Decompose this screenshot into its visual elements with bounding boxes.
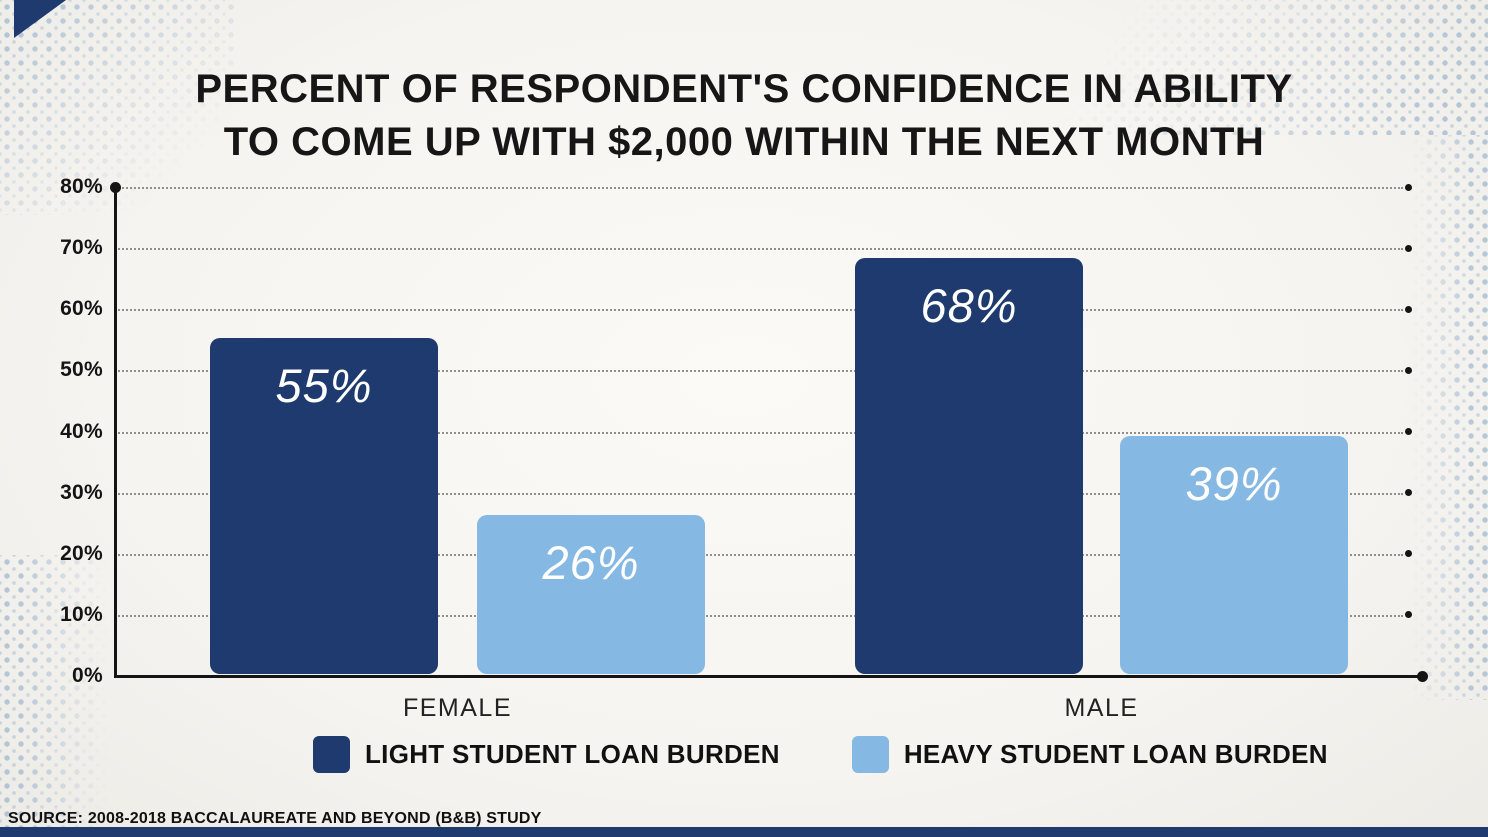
source-citation: SOURCE: 2008-2018 BACCALAUREATE AND BEYO…	[8, 810, 542, 827]
legend-item-light-burden: LIGHT STUDENT LOAN BURDEN	[313, 736, 780, 773]
x-axis-end-dot	[1417, 671, 1428, 682]
gridline	[115, 492, 1403, 495]
x-axis-line	[114, 675, 1425, 678]
bar-value-label: 26%	[542, 536, 640, 590]
gridline	[115, 248, 1403, 251]
gridline-end-dot	[1405, 489, 1412, 497]
gridline	[115, 370, 1403, 373]
bar-value-label: 68%	[920, 279, 1018, 333]
plot-area: 55% 68% 26% 39%	[115, 183, 1415, 676]
gridline-end-dot	[1405, 611, 1412, 619]
bar-male-light-burden: 68%	[855, 258, 1083, 674]
gridline-end-dot	[1405, 366, 1412, 374]
y-axis-tick-label: 30%	[60, 480, 103, 504]
y-axis-top-dot	[110, 182, 121, 193]
y-axis-tick-label: 10%	[60, 602, 103, 626]
x-axis-category-label: FEMALE	[402, 694, 513, 722]
footer-stripe	[0, 827, 1488, 837]
y-axis-tick-label: 60%	[60, 297, 103, 321]
legend-item-heavy-burden: HEAVY STUDENT LOAN BURDEN	[851, 736, 1328, 773]
legend-label-heavy-burden: HEAVY STUDENT LOAN BURDEN	[903, 739, 1328, 769]
gridline-end-dot	[1405, 305, 1412, 313]
legend-swatch-heavy-burden	[851, 736, 889, 773]
y-axis-tick-label: 40%	[60, 419, 103, 443]
y-axis-tick-label: 0%	[72, 664, 103, 687]
legend-label-light-burden: LIGHT STUDENT LOAN BURDEN	[365, 739, 780, 769]
bar-value-label: 55%	[275, 358, 373, 412]
bar-value-label: 39%	[1185, 456, 1283, 510]
chart-title-line-2: TO COME UP WITH $2,000 WITHIN THE NEXT M…	[223, 119, 1265, 164]
chart-title: PERCENT OF RESPONDENT'S CONFIDENCE IN AB…	[0, 63, 1488, 169]
legend-swatch-light-burden	[313, 736, 350, 773]
gridline	[115, 553, 1403, 556]
y-axis-tick-label: 20%	[60, 541, 103, 565]
gridline	[115, 187, 1403, 189]
y-axis-tick-label: 80%	[60, 175, 103, 198]
bar-male-heavy-burden: 39%	[1120, 435, 1348, 674]
y-axis-tick-label: 70%	[60, 236, 103, 260]
gridline-end-dot	[1405, 550, 1412, 558]
gridline	[115, 614, 1403, 617]
bar-female-heavy-burden: 26%	[477, 515, 705, 674]
y-axis-tick-label: 50%	[60, 358, 103, 382]
legend: LIGHT STUDENT LOAN BURDEN HEAVY STUDENT …	[313, 736, 1328, 773]
gridline	[115, 431, 1403, 434]
gridline	[115, 309, 1403, 312]
x-axis-category-label: MALE	[1064, 694, 1139, 722]
gridline-end-dot	[1405, 244, 1412, 252]
gridline-end-dot	[1405, 183, 1412, 191]
y-axis-line	[114, 187, 117, 677]
chart-title-line-1: PERCENT OF RESPONDENT'S CONFIDENCE IN AB…	[195, 66, 1293, 111]
gridline-end-dot	[1405, 428, 1412, 435]
bar-female-light-burden: 55%	[210, 337, 438, 674]
